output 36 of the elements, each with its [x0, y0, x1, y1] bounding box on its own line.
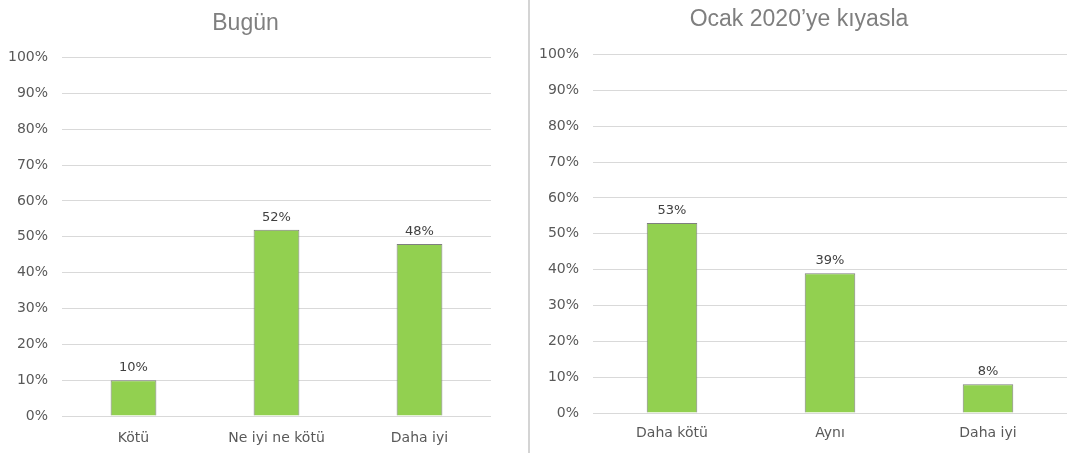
y-tick-label: 90% — [16, 84, 48, 101]
x-tick-label: Aynı — [815, 424, 845, 441]
y-tick-label: 100% — [7, 48, 48, 65]
y-tick-label: 90% — [547, 81, 579, 98]
data-label: 53% — [657, 201, 687, 217]
y-tick-label: 50% — [547, 224, 579, 241]
y-tick-label: 100% — [538, 45, 579, 62]
y-tick-label: 60% — [547, 188, 579, 205]
data-label: 8% — [977, 363, 999, 379]
y-tick-label: 70% — [547, 152, 579, 169]
data-label: 39% — [815, 252, 845, 268]
x-tick-label: Daha iyi — [959, 424, 1017, 441]
x-tick-label: Daha kötü — [636, 424, 708, 441]
x-tick-label: Ne iyi ne kötü — [228, 429, 325, 446]
y-tick-label: 30% — [16, 299, 48, 316]
y-tick-label: 80% — [547, 116, 579, 133]
y-tick-label: 20% — [547, 331, 579, 348]
y-tick-label: 80% — [16, 119, 48, 136]
y-tick-label: 40% — [547, 260, 579, 277]
y-tick-label: 60% — [16, 191, 48, 208]
chart-title: Bugün — [212, 9, 279, 36]
x-tick-label: Daha iyi — [390, 429, 449, 446]
x-tick-label: Kötü — [117, 429, 150, 446]
y-tick-label: 30% — [547, 296, 579, 313]
y-tick-label: 10% — [16, 370, 48, 387]
y-tick-label: 0% — [556, 403, 579, 420]
y-tick-label: 70% — [16, 155, 48, 172]
y-tick-label: 0% — [25, 406, 48, 423]
chart-title: Ocak 2020’ye kıyasla — [689, 5, 909, 32]
y-tick-label: 10% — [547, 367, 579, 384]
data-label: 48% — [405, 222, 434, 238]
data-label: 52% — [262, 208, 291, 224]
data-label: 10% — [119, 359, 148, 375]
y-tick-label: 40% — [16, 263, 48, 280]
y-tick-label: 50% — [16, 227, 48, 244]
y-tick-label: 20% — [16, 334, 48, 351]
